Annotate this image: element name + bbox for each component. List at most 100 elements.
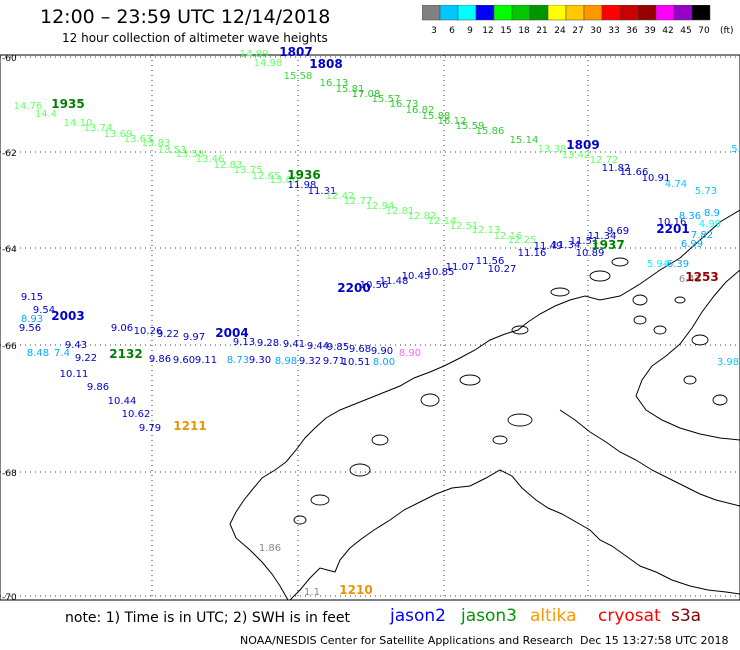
wave-height-value: 16.13 (320, 78, 349, 89)
pass-label: 2200 (337, 281, 370, 295)
island (674, 296, 686, 304)
wave-height-value: 13.75 (234, 165, 263, 176)
pass-label: 1808 (309, 57, 342, 71)
wave-height-value: 7.4 (54, 348, 70, 359)
pass-label: 2003 (51, 309, 84, 323)
wave-height-value: 12.94 (366, 201, 395, 212)
wave-height-value: 12.42 (326, 191, 355, 202)
wave-height-value: 16.82 (406, 105, 435, 116)
wave-height-value: 14.76 (14, 101, 43, 112)
satellite-legend-item: cryosat (598, 606, 661, 626)
wave-height-value: 9.71 (323, 356, 345, 367)
wave-height-value: 6.39 (667, 259, 689, 270)
wave-height-value: 11.34 (588, 231, 617, 242)
wave-height-value: 9.32 (299, 356, 321, 367)
coastline (289, 469, 740, 601)
wave-height-value: 3.98 (717, 357, 739, 368)
wave-height-value: 8.90 (399, 348, 421, 359)
wave-height-value: 12.65 (252, 171, 281, 182)
coastline (559, 409, 740, 507)
lat-label: -60 (2, 54, 17, 64)
scale-label: 27 (572, 26, 583, 36)
wave-height-value: 11.51 (570, 236, 599, 247)
wave-height-value: 9.13 (233, 337, 255, 348)
wave-height-value: 8.48 (27, 348, 49, 359)
color-scale-legend: 3 6 9 12 15 18 21 24 27 30 33 36 39 42 45 70 (ft) (422, 5, 734, 36)
wave-height-value: 12.82 (408, 211, 437, 222)
lat-label: -68 (2, 469, 17, 479)
wave-height-value: 9.60 (173, 355, 195, 366)
wave-height-value: 11.48 (380, 276, 409, 287)
wave-height-value: 12.81 (386, 206, 415, 217)
scale-label: 36 (626, 26, 638, 36)
scale-label: 30 (590, 26, 602, 36)
wave-height-value: 15.14 (510, 135, 539, 146)
wave-height-value: 10.62 (122, 409, 151, 420)
wave-height-value: 10.26 (134, 326, 163, 337)
wave-height-value: 14.98 (254, 58, 283, 69)
wave-height-value: 12.51 (450, 221, 479, 232)
wave-height-value: 5.73 (695, 186, 717, 197)
wave-height-value: 6.42 (679, 274, 701, 285)
pass-label: 2201 (656, 222, 689, 236)
pass-label: 1211 (173, 419, 206, 433)
wave-height-value: 7.82 (691, 230, 713, 241)
wave-height-value: 13.00 (270, 175, 299, 186)
scale-unit: (ft) (720, 26, 734, 36)
wave-height-value: 8.9 (704, 208, 720, 219)
satellite-legend-item: altika (530, 606, 577, 626)
lat-label: -62 (2, 149, 17, 159)
pass-label: 1253 (685, 270, 718, 284)
wave-height-value: 13.58 (176, 149, 205, 160)
wave-height-value: 10.16 (658, 217, 687, 228)
wave-height-value: 9.86 (87, 382, 109, 393)
wave-height-value: 8.98 (275, 356, 297, 367)
wave-height-value: 14.4 (35, 109, 57, 120)
scale-label: 3 (431, 26, 437, 36)
scale-label: 15 (500, 26, 511, 36)
wave-height-value: 10.91 (642, 173, 671, 184)
scale-label: 45 (680, 26, 691, 36)
wave-height-value: 1.86 (259, 543, 281, 554)
wave-height-value: 9.85 (327, 342, 349, 353)
scale-label: 12 (482, 26, 493, 36)
island (511, 325, 529, 335)
island (632, 294, 648, 306)
wave-height-value: 8.93 (21, 314, 43, 325)
wave-height-value: 9.90 (371, 346, 393, 357)
wave-height-value: 1.1 (304, 587, 320, 598)
wave-height-value: 11.16 (518, 248, 547, 259)
satellite-legend-item: jason2 (390, 606, 446, 626)
page-subtitle: 12 hour collection of altimeter wave hei… (62, 31, 328, 45)
wave-height-value: 11.82 (602, 163, 631, 174)
island (611, 257, 629, 267)
wave-height-value: 12.83 (214, 160, 243, 171)
wave-height-value: 6.99 (681, 239, 703, 250)
note-text: note: 1) Time is in UTC; 2) SWH is in fe… (65, 610, 351, 626)
wave-height-value: 11.66 (620, 167, 649, 178)
island (371, 434, 389, 446)
wave-height-value: 9.28 (257, 338, 279, 349)
pass-label: 2004 (215, 326, 248, 340)
island (459, 374, 481, 386)
wave-height-value: 13.69 (104, 129, 133, 140)
wave-height-value: 8.00 (373, 357, 395, 368)
pass-label: 1210 (339, 583, 372, 597)
wave-height-value: 9.22 (75, 353, 97, 364)
scale-label: 42 (662, 26, 673, 36)
wave-height-value: 15.88 (422, 111, 451, 122)
wave-height-value: 10.85 (426, 267, 455, 278)
wave-height-value: 10.45 (402, 271, 431, 282)
footer-credit: NOAA/NESDIS Center for Satellite Applica… (240, 634, 574, 647)
wave-height-value: 9.15 (21, 292, 43, 303)
wave-height-value: 9.68 (349, 344, 371, 355)
wave-height-value: 15.81 (336, 84, 365, 95)
wave-height-value: 15.58 (284, 71, 313, 82)
wave-height-value: 13.63 (124, 134, 153, 145)
wave-height-value: 11.98 (288, 180, 317, 191)
wave-height-value: 9.86 (149, 354, 171, 365)
island (633, 315, 647, 325)
pass-label: 1936 (287, 168, 320, 182)
wave-height-value: 11.07 (446, 262, 475, 273)
wave-height-value: 17.08 (352, 89, 381, 100)
